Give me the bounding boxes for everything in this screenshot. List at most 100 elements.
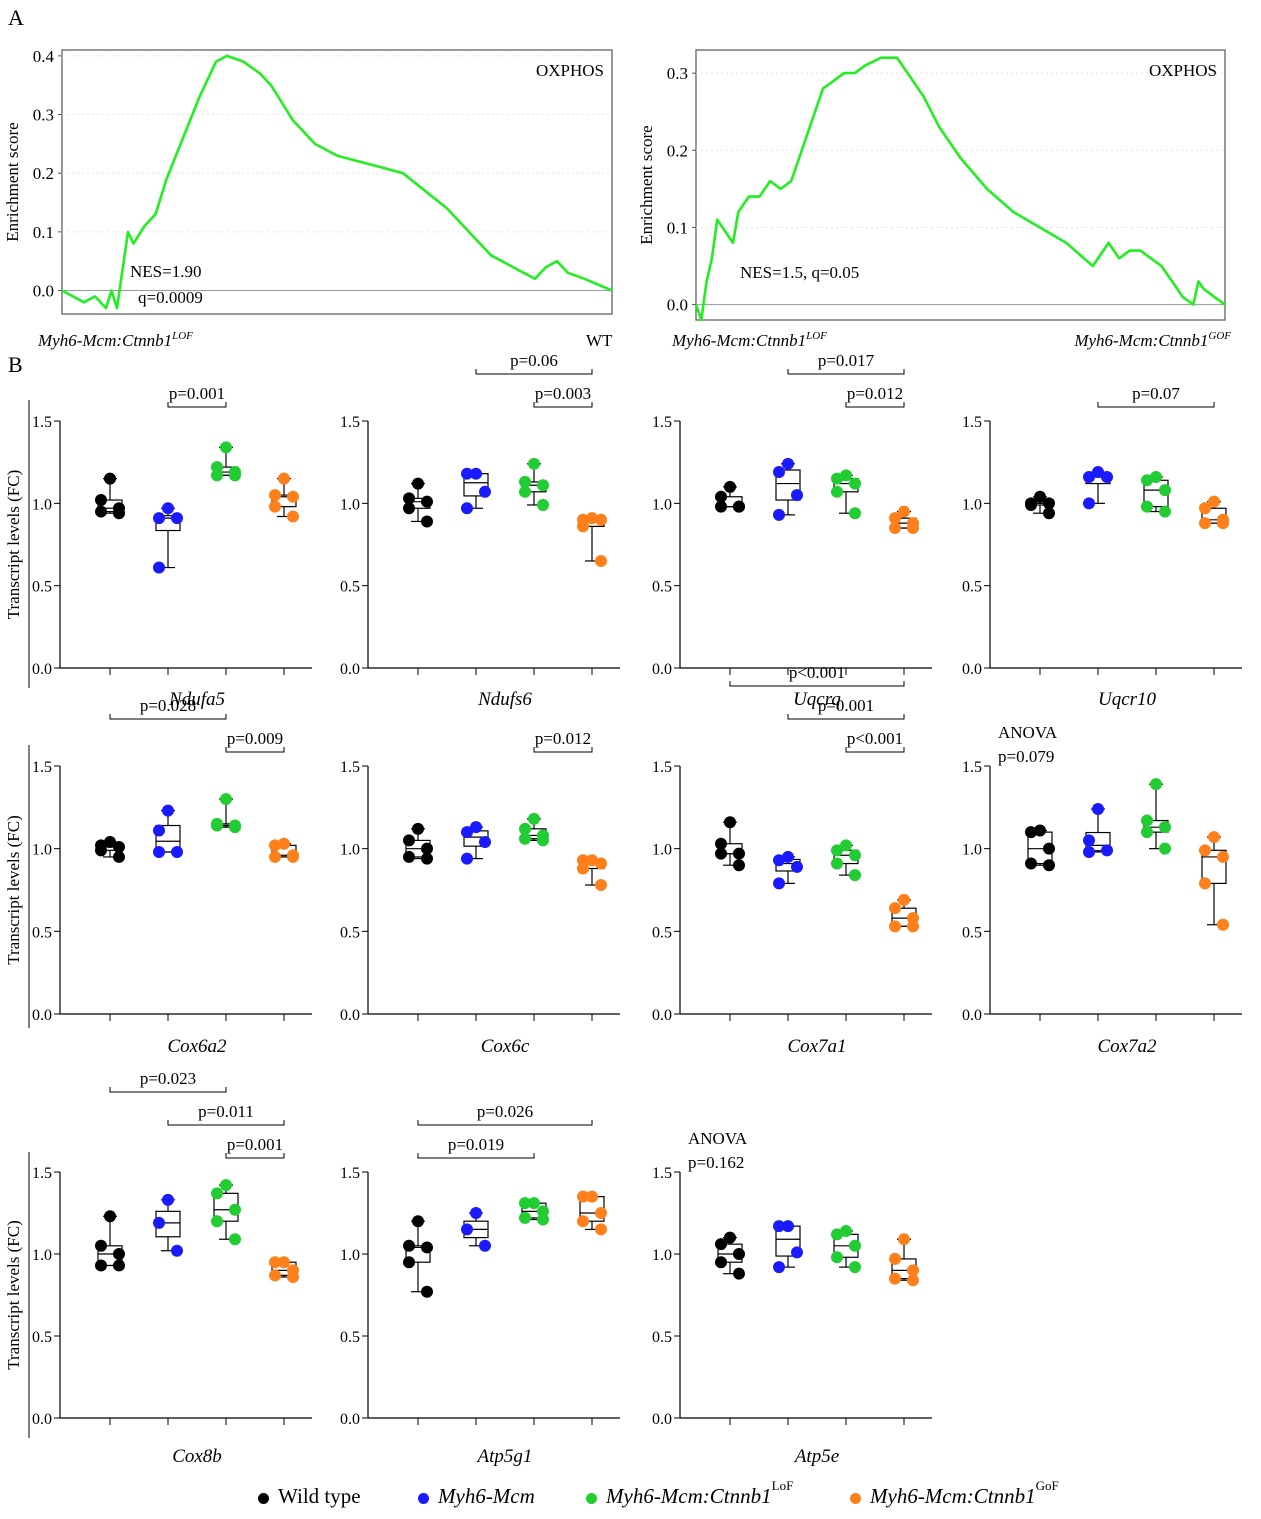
gene-label-cox6a2: Cox6a2	[167, 1036, 227, 1057]
box-plot-cox6c: 0.0 0.5 1.0 1.5 Cox6c p=0.012	[340, 729, 620, 1057]
data-point-wild-type	[421, 515, 433, 528]
data-point-gof	[907, 1274, 919, 1287]
data-point-myh6-mcm	[153, 1216, 165, 1229]
data-point-myh6-mcm	[461, 826, 473, 839]
gsea-tick-label: 0.0	[33, 282, 54, 301]
data-point-gof	[577, 862, 589, 875]
data-point-myh6-mcm	[153, 512, 165, 525]
anova-p-value: p=0.079	[998, 747, 1054, 766]
data-point-gof	[269, 1256, 281, 1269]
significance-bracket	[109, 1087, 227, 1093]
data-point-myh6-mcm	[1092, 466, 1104, 479]
data-point-lof	[220, 793, 232, 806]
y-tick-label: 0.0	[652, 1007, 672, 1024]
data-point-gof	[907, 920, 919, 933]
gsea-tick-label: 0.2	[33, 164, 54, 183]
data-point-lof	[1150, 778, 1162, 791]
p-value-label: p<0.001	[847, 729, 903, 748]
y-tick-label: 1.0	[962, 842, 982, 859]
data-point-myh6-mcm	[782, 850, 794, 863]
data-point-myh6-mcm	[791, 489, 803, 502]
data-point-myh6-mcm	[1083, 470, 1095, 483]
legend-item-gof: Myh6-Mcm:Ctnnb1 GoF	[850, 1478, 1059, 1509]
data-point-lof	[211, 1215, 223, 1228]
gsea-title: OXPHOS	[536, 61, 604, 80]
legend-label-lof: Myh6-Mcm:Ctnnb1	[606, 1484, 772, 1508]
data-point-lof	[849, 477, 861, 490]
data-point-gof	[269, 500, 281, 513]
p-value-label: p=0.023	[140, 1069, 196, 1088]
data-point-lof	[211, 819, 223, 832]
data-point-wild-type	[95, 494, 107, 507]
gene-label-atp5e: Atp5e	[793, 1446, 839, 1467]
data-point-lof	[840, 839, 852, 852]
anova-label: ANOVA	[998, 723, 1058, 742]
data-point-wild-type	[421, 495, 433, 508]
data-point-lof	[229, 469, 241, 482]
legend-label-myh6-mcm: Myh6-Mcm	[438, 1484, 535, 1508]
data-point-myh6-mcm	[773, 854, 785, 867]
anova-p-value: p=0.162	[688, 1153, 744, 1172]
data-point-lof	[519, 475, 531, 488]
y-tick-label: 0.0	[32, 661, 52, 678]
data-point-lof	[211, 461, 223, 474]
legend-dot-lof	[586, 1493, 597, 1504]
gene-label-ndufs6: Ndufs6	[477, 689, 532, 710]
data-point-wild-type	[95, 1239, 107, 1252]
data-point-wild-type	[95, 505, 107, 518]
data-point-myh6-mcm	[1101, 470, 1113, 483]
data-point-lof	[229, 1203, 241, 1216]
p-value-label: p=0.011	[198, 1102, 254, 1121]
data-point-lof	[1141, 500, 1153, 513]
data-point-myh6-mcm	[171, 512, 183, 525]
data-point-gof	[595, 857, 607, 870]
y-tick-label: 0.0	[652, 661, 672, 678]
data-point-myh6-mcm	[461, 467, 473, 480]
data-point-gof	[1217, 918, 1229, 931]
gsea-tick-label: 0.0	[667, 296, 688, 315]
gsea-tick-label: 0.3	[667, 64, 688, 83]
data-point-gof	[889, 522, 901, 535]
data-point-gof	[287, 1270, 299, 1283]
data-point-gof	[1199, 844, 1211, 857]
y-tick-label: 1.5	[652, 1165, 672, 1182]
data-point-lof	[519, 822, 531, 835]
data-point-lof	[840, 1225, 852, 1238]
data-point-lof	[229, 821, 241, 834]
y-tick-label: 0.0	[962, 1007, 982, 1024]
data-point-wild-type	[421, 1285, 433, 1298]
data-point-wild-type	[412, 1215, 424, 1228]
legend-dot-gof	[850, 1493, 861, 1504]
gsea-right-label: WT	[586, 331, 613, 350]
legend-item-wild-type: Wild type	[258, 1484, 361, 1509]
data-point-wild-type	[113, 1248, 125, 1260]
significance-bracket	[787, 714, 905, 720]
gsea-tick-label: 0.2	[667, 141, 688, 160]
legend-dot-myh6-mcm	[418, 1493, 429, 1504]
y-tick-label: 1.5	[340, 759, 360, 776]
data-point-lof	[1159, 505, 1171, 518]
data-point-wild-type	[113, 1259, 125, 1272]
panel-label-b: B	[8, 352, 23, 377]
data-point-gof	[907, 912, 919, 925]
data-point-wild-type	[403, 850, 415, 863]
data-point-wild-type	[403, 1239, 415, 1252]
data-point-myh6-mcm	[153, 561, 165, 574]
p-value-label: p=0.001	[169, 384, 225, 403]
y-tick-label: 1.0	[340, 1247, 360, 1264]
data-point-wild-type	[104, 836, 116, 849]
data-point-myh6-mcm	[1092, 802, 1104, 815]
y-tick-label: 0.0	[340, 1007, 360, 1024]
y-tick-label: 0.5	[32, 579, 52, 596]
data-point-gof	[1217, 517, 1229, 530]
significance-bracket	[475, 369, 593, 375]
data-point-gof	[586, 1190, 598, 1203]
significance-bracket	[845, 402, 905, 408]
data-point-wild-type	[733, 500, 745, 513]
significance-bracket	[167, 1120, 285, 1126]
data-point-gof	[898, 893, 910, 906]
data-point-lof	[528, 457, 540, 470]
data-point-gof	[287, 510, 299, 523]
box-plot-cox7a1: 0.0 0.5 1.0 1.5 Cox7a1 p<0.001 p=0.001 p<0.001	[652, 663, 932, 1057]
box-plot-cox8b: 0.0 0.5 1.0 1.5 Transcript levels (FC) Cox8b p…	[4, 1069, 312, 1467]
